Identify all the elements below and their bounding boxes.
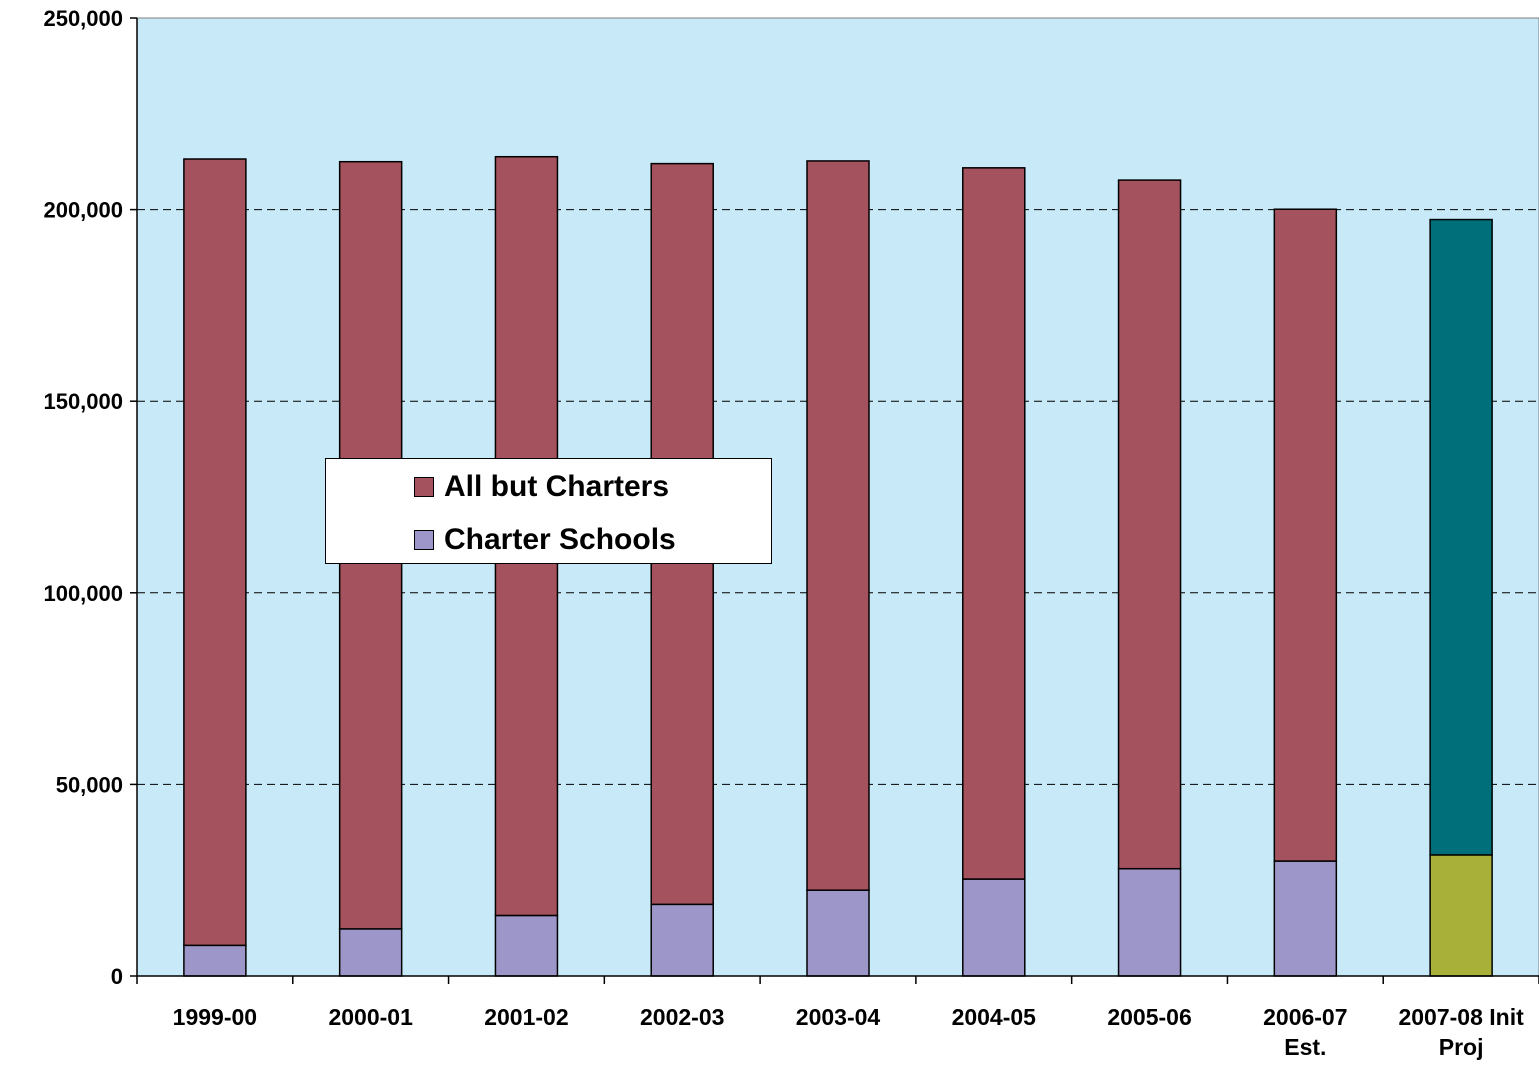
bar-charter-schools — [1273, 860, 1338, 977]
x-tick-label: 2000-01 — [328, 1004, 413, 1030]
y-tick-label: 200,000 — [43, 198, 123, 223]
bar-all-but-charters — [1429, 218, 1493, 856]
bar-charter-schools — [1429, 854, 1493, 977]
legend-item-all-but-charters: All but Charters — [414, 470, 670, 503]
x-tick-label: 1999-00 — [173, 1004, 257, 1030]
y-tick-label: 50,000 — [56, 772, 123, 797]
y-tick-labels: 0 50,000 100,000 150,000 200,000 250,000 — [43, 6, 137, 989]
bar-all-but-charters — [962, 167, 1026, 880]
axes — [136, 18, 1539, 977]
y-tick-label: 150,000 — [43, 389, 123, 414]
x-tick-label: 2006-07 — [1263, 1004, 1347, 1030]
bar-charter-schools — [962, 878, 1026, 977]
x-tick-label: 2007-08 Init — [1398, 1004, 1524, 1030]
legend-label-all-but-charters: All but Charters — [444, 470, 670, 503]
legend: All but Charters Charter Schools — [325, 458, 772, 564]
x-tick-label: 2004-05 — [952, 1004, 1037, 1030]
bar-all-but-charters — [1273, 208, 1338, 862]
bar-charter-schools — [494, 914, 559, 977]
y-tick-label: 100,000 — [43, 581, 123, 606]
x-tick-labels: 1999-00 2000-01 2001-02 2002-03 2003-04 2004-… — [136, 976, 1539, 1060]
bar-all-but-charters — [183, 158, 247, 947]
y-tick-label: 250,000 — [43, 6, 123, 31]
legend-item-charter-schools: Charter Schools — [414, 523, 676, 556]
x-tick-label: 2003-04 — [796, 1004, 881, 1030]
y-tick-label: 0 — [111, 964, 123, 989]
bar-all-but-charters — [806, 160, 870, 891]
bar-charter-schools — [650, 903, 714, 977]
legend-swatch-charter-schools — [414, 530, 434, 550]
legend-swatch-all-but-charters — [414, 477, 434, 497]
x-tick-label: 2001-02 — [484, 1004, 568, 1030]
x-tick-label: 2005-06 — [1107, 1004, 1191, 1030]
x-tick-label: Est. — [1284, 1034, 1326, 1060]
bar-charter-schools — [183, 944, 247, 977]
bar-charter-schools — [1117, 867, 1182, 977]
x-tick-label: 2002-03 — [640, 1004, 724, 1030]
bar-charter-schools — [806, 889, 870, 977]
bar-all-but-charters — [1117, 179, 1182, 870]
bars — [183, 155, 1493, 977]
bar-charter-schools — [338, 928, 403, 977]
x-tick-label: Proj — [1439, 1034, 1484, 1060]
legend-label-charter-schools: Charter Schools — [444, 523, 676, 556]
